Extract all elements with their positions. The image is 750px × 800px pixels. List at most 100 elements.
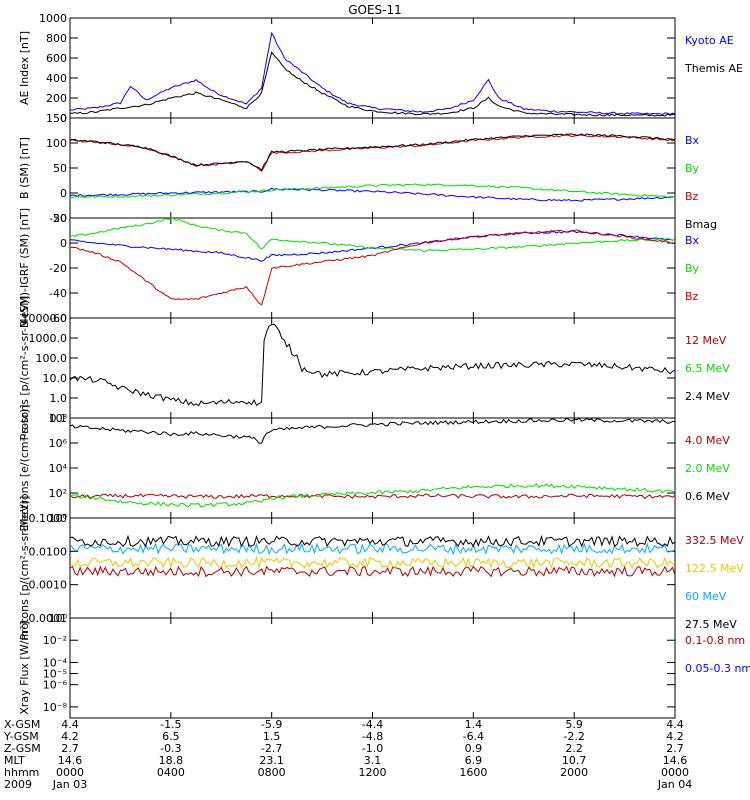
x-axis-row-value: -6.4 xyxy=(463,730,484,743)
x-axis-row-name: Z-GSM xyxy=(4,742,41,755)
y-tick-label: 10.0 xyxy=(43,372,68,385)
panel-frame xyxy=(69,417,676,519)
y-axis-label: Xray Flux [W/m²] xyxy=(18,621,31,714)
panel-frame xyxy=(69,17,676,119)
x-axis-row-value: 2.7 xyxy=(666,742,684,755)
y-tick-label: 1000 xyxy=(39,12,67,25)
series-line xyxy=(69,417,675,444)
legend-entry: 27.5 MeV xyxy=(685,618,737,631)
panel-frame xyxy=(69,217,676,319)
y-tick-label: -50 xyxy=(49,212,67,225)
x-axis-row-value: 4.4 xyxy=(666,718,684,731)
y-tick-label: 100.0 xyxy=(36,352,68,365)
legend-entry: 122.5 MeV xyxy=(685,562,744,575)
y-tick-label: 0.0001 xyxy=(29,612,68,625)
x-axis-row-value: -2.2 xyxy=(563,730,584,743)
x-axis-row-name: Y-GSM xyxy=(3,730,39,743)
x-axis-row-value: 14.6 xyxy=(58,754,83,767)
y-tick-label: 0 xyxy=(60,112,67,125)
series-line xyxy=(69,323,676,407)
y-tick-label: 0.1000 xyxy=(29,512,68,525)
y-tick-label: 10⁸ xyxy=(49,412,68,425)
panel-frame xyxy=(69,317,676,419)
x-axis-row-value: 4.2 xyxy=(666,730,684,743)
x-axis-row-value: 2000 xyxy=(560,766,588,779)
legend-entry: 12 MeV xyxy=(685,334,727,347)
y-tick-label: -20 xyxy=(49,262,67,275)
x-axis-row-value: -1.0 xyxy=(362,742,383,755)
panel-frame xyxy=(69,517,676,619)
x-axis-row-value: Jan 03 xyxy=(52,778,87,791)
legend-entry: 6.5 MeV xyxy=(685,362,730,375)
y-tick-label: 1000.0 xyxy=(29,332,68,345)
y-tick-label: 10000.0 xyxy=(22,312,68,325)
x-axis-row-value: -4.4 xyxy=(362,718,383,731)
y-tick-label: 10² xyxy=(49,487,67,500)
figure-title: GOES-11 xyxy=(348,3,402,17)
x-axis-row-value: 0000 xyxy=(56,766,84,779)
y-tick-label: 100 xyxy=(46,137,67,150)
y-tick-label: 10⁻⁸ xyxy=(43,701,68,714)
series-line xyxy=(69,483,676,508)
y-tick-label: 10⁻² xyxy=(43,634,67,647)
panel-frame xyxy=(69,117,676,219)
series-line xyxy=(69,187,676,202)
y-tick-label: 400 xyxy=(46,72,67,85)
y-axis-label: AE Index [nT] xyxy=(18,31,31,105)
x-axis-row-value: 6.5 xyxy=(162,730,180,743)
panel-frame xyxy=(69,617,676,719)
x-axis-row-value: Jan 04 xyxy=(657,778,692,791)
series-line xyxy=(69,565,676,578)
panel-3: -60 -40 -20 0 20 B (SM)-IGRF (SM) [nT] Bx By Bz xyxy=(18,208,700,328)
x-axis-row-value: 0000 xyxy=(661,766,689,779)
x-axis-row-value: -0.3 xyxy=(160,742,181,755)
x-axis-row-value: 2.2 xyxy=(565,742,583,755)
legend-entry: 0.05-0.3 nm xyxy=(685,662,750,675)
x-axis-row-value: 1.5 xyxy=(263,730,281,743)
y-tick-label: 10⁻⁵ xyxy=(43,668,67,681)
legend-entry: Bz xyxy=(685,290,699,303)
y-tick-label: 10⁰ xyxy=(49,512,68,525)
x-axis-row-value: 2.7 xyxy=(61,742,79,755)
y-tick-label: 600 xyxy=(46,52,67,65)
y-tick-label: 200 xyxy=(46,92,67,105)
y-tick-label: -60 xyxy=(49,312,67,325)
x-axis-row-value: -1.5 xyxy=(160,718,181,731)
legend-entry: Kyoto AE xyxy=(685,34,734,47)
series-line xyxy=(69,493,676,500)
series-line xyxy=(69,229,675,306)
legend-entry: 0.6 MeV xyxy=(685,490,730,503)
panel-1: 0 200 400 600 800 1000 AE Index [nT] Kyoto AE Th… xyxy=(18,12,743,125)
series-line xyxy=(69,217,676,252)
panel-2: -50 0 50 100 150 B (SM) [nT] Bx By Bz Bmag xyxy=(18,112,717,231)
x-axis-row-value: 0400 xyxy=(157,766,185,779)
legend-entry: 332.5 MeV xyxy=(685,534,744,547)
legend-entry: By xyxy=(685,262,700,275)
y-axis-label: Protons [p/(cm²-s-sr-MeV)] xyxy=(18,496,31,641)
y-tick-label: 50 xyxy=(53,162,67,175)
legend-entry: Themis AE xyxy=(684,62,743,75)
x-axis-row-value: 0.9 xyxy=(465,742,483,755)
x-axis-row-value: -2.7 xyxy=(261,742,282,755)
y-axis-label: B (SM)-IGRF (SM) [nT] xyxy=(18,208,31,328)
x-axis-row-value: 1.4 xyxy=(465,718,483,731)
series-line xyxy=(69,51,676,117)
x-axis-row-value: 18.8 xyxy=(159,754,184,767)
legend-entry: 0.1-0.8 nm xyxy=(685,634,745,647)
x-axis-row-value: -4.8 xyxy=(362,730,383,743)
y-axis-label: Protons [p/(cm²-s-sr-MeV)] xyxy=(18,296,31,441)
legend-entry: 2.4 MeV xyxy=(685,390,730,403)
series-line xyxy=(69,542,676,556)
y-tick-label: -40 xyxy=(49,287,67,300)
y-tick-label: 10⁻⁶ xyxy=(43,679,68,692)
x-axis-row-value: 0800 xyxy=(258,766,286,779)
y-tick-label: 1.0 xyxy=(50,392,68,405)
x-axis-row-value: 14.6 xyxy=(663,754,688,767)
x-axis-row-name: hhmm xyxy=(4,766,39,779)
legend-entry: Bx xyxy=(685,234,700,247)
legend-entry: 4.0 MeV xyxy=(685,434,730,447)
legend-entry: 60 MeV xyxy=(685,590,727,603)
x-axis-row-value: 10.7 xyxy=(562,754,587,767)
